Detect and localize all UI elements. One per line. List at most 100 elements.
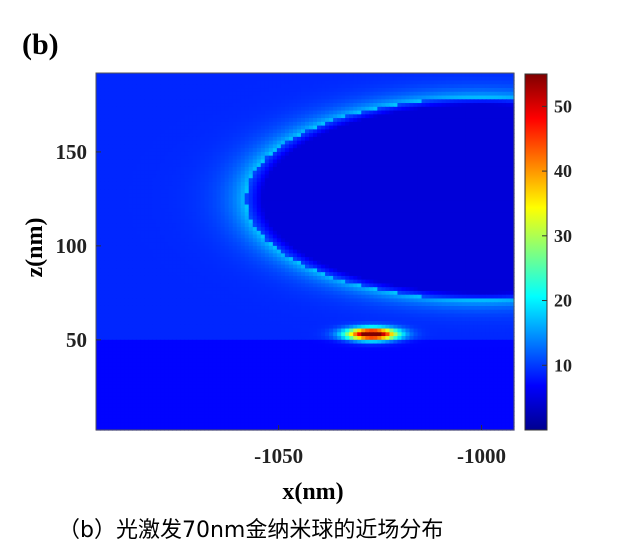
heatmap-cell bbox=[461, 230, 467, 236]
heatmap-cell bbox=[276, 197, 282, 202]
heatmap-cell bbox=[333, 133, 338, 138]
heatmap-cell bbox=[409, 76, 415, 82]
heatmap-cell bbox=[216, 215, 222, 221]
heatmap-cell bbox=[244, 189, 250, 194]
heatmap-cell bbox=[196, 193, 202, 198]
heatmap-cell bbox=[389, 91, 395, 97]
heatmap-cell bbox=[296, 212, 302, 217]
heatmap-cell bbox=[353, 242, 358, 247]
heatmap-cell bbox=[337, 249, 342, 254]
heatmap-cell bbox=[136, 242, 141, 247]
heatmap-cell bbox=[461, 181, 467, 187]
heatmap-cell bbox=[212, 125, 218, 130]
heatmap-cell bbox=[280, 106, 286, 112]
heatmap-cell bbox=[485, 73, 491, 78]
heatmap-cell bbox=[481, 148, 487, 153]
heatmap-cell bbox=[288, 159, 294, 164]
heatmap-cell bbox=[272, 245, 278, 251]
heatmap-cell bbox=[477, 99, 483, 104]
heatmap-cell bbox=[461, 185, 467, 191]
heatmap-cell bbox=[152, 234, 157, 239]
heatmap-cell bbox=[369, 197, 374, 202]
heatmap-cell bbox=[264, 80, 270, 85]
heatmap-cell bbox=[244, 103, 250, 108]
heatmap-cell bbox=[228, 249, 234, 254]
heatmap-cell bbox=[180, 118, 186, 123]
heatmap-cell bbox=[160, 185, 165, 191]
heatmap-cell bbox=[425, 219, 431, 224]
heatmap-cell bbox=[377, 155, 382, 161]
heatmap-cell bbox=[477, 118, 483, 123]
heatmap-cell bbox=[501, 163, 507, 168]
heatmap-cell bbox=[325, 144, 330, 149]
heatmap-cell bbox=[457, 181, 463, 187]
heatmap-cell bbox=[321, 174, 326, 179]
heatmap-cell bbox=[509, 163, 515, 168]
heatmap-cell bbox=[164, 230, 169, 236]
heatmap-cell bbox=[140, 80, 145, 85]
heatmap-cell bbox=[212, 103, 218, 108]
heatmap-cell bbox=[104, 212, 109, 217]
heatmap-cell bbox=[357, 84, 362, 89]
heatmap-cell bbox=[176, 155, 181, 161]
heatmap-cell bbox=[240, 230, 246, 236]
heatmap-cell bbox=[228, 73, 234, 78]
heatmap-cell bbox=[184, 99, 190, 104]
heatmap-cell bbox=[429, 84, 435, 89]
heatmap-cell bbox=[220, 249, 226, 254]
heatmap-cell bbox=[228, 114, 234, 119]
heatmap-cell bbox=[425, 249, 431, 254]
heatmap-cell bbox=[96, 170, 101, 176]
heatmap-cell bbox=[405, 155, 411, 161]
heatmap-cell bbox=[252, 84, 258, 89]
heatmap-cell bbox=[112, 99, 117, 104]
heatmap-cell bbox=[220, 121, 226, 127]
heatmap-cell bbox=[337, 208, 342, 213]
heatmap-cell bbox=[268, 178, 274, 183]
heatmap-cell bbox=[120, 242, 125, 247]
heatmap-cell bbox=[329, 129, 334, 134]
heatmap-cell bbox=[393, 185, 399, 191]
heatmap-cell bbox=[136, 88, 141, 93]
heatmap-cell bbox=[313, 118, 318, 123]
heatmap-cell bbox=[296, 204, 302, 209]
heatmap-cell bbox=[421, 185, 427, 191]
heatmap-cell bbox=[357, 129, 362, 134]
heatmap-cell bbox=[365, 103, 370, 108]
heatmap-cell bbox=[421, 208, 427, 213]
heatmap-cell bbox=[248, 84, 254, 89]
heatmap-cell bbox=[361, 245, 366, 251]
heatmap-cell bbox=[413, 155, 419, 161]
heatmap-cell bbox=[497, 114, 503, 119]
heatmap-cell bbox=[413, 230, 419, 236]
heatmap-cell bbox=[220, 88, 226, 93]
heatmap-cell bbox=[405, 170, 411, 176]
heatmap-cell bbox=[108, 189, 113, 194]
heatmap-cell bbox=[292, 208, 298, 213]
heatmap-cell bbox=[100, 178, 105, 183]
heatmap-cell bbox=[333, 238, 338, 243]
heatmap-cell bbox=[477, 249, 483, 254]
heatmap-cell bbox=[329, 230, 334, 236]
heatmap-cell bbox=[264, 106, 270, 112]
heatmap-cell bbox=[413, 159, 419, 164]
heatmap-cell bbox=[421, 223, 427, 228]
heatmap-cell bbox=[264, 99, 270, 104]
heatmap-cell bbox=[341, 170, 346, 176]
heatmap-cell bbox=[204, 245, 210, 251]
heatmap-cell bbox=[321, 242, 326, 247]
heatmap-cell bbox=[497, 178, 503, 183]
heatmap-cell bbox=[104, 76, 109, 82]
heatmap-cell bbox=[288, 170, 294, 176]
heatmap-cell bbox=[365, 242, 370, 247]
heatmap-cell bbox=[325, 151, 330, 157]
heatmap-cell bbox=[441, 136, 447, 142]
heatmap-cell bbox=[144, 114, 149, 119]
heatmap-cell bbox=[100, 215, 105, 221]
heatmap-cell bbox=[349, 151, 354, 157]
heatmap-cell bbox=[369, 88, 374, 93]
heatmap-cell bbox=[341, 178, 346, 183]
heatmap-cell bbox=[260, 148, 266, 153]
heatmap-cell bbox=[337, 121, 342, 127]
heatmap-cell bbox=[341, 215, 346, 221]
